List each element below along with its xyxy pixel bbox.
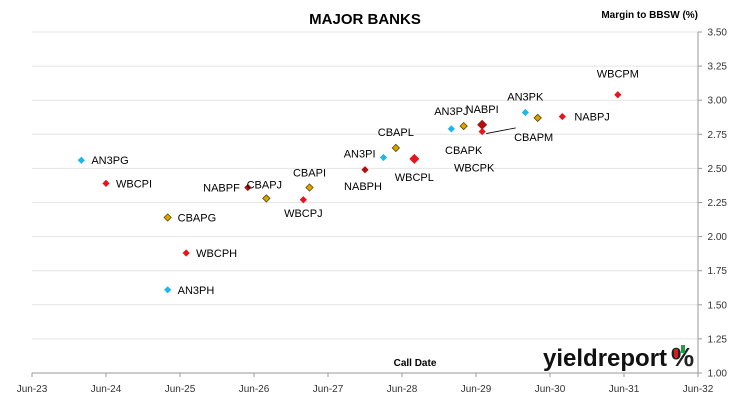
x-tick-label: Jun-26 [239, 384, 270, 395]
point-cbapm [533, 113, 542, 123]
y-tick-label: 1.50 [708, 300, 728, 311]
label-an3pk: AN3PK [507, 91, 544, 103]
y-tick-labels: 1.00 1.25 1.50 1.75 2.00 2.25 2.50 2.75 3.00 3.25… [698, 28, 727, 380]
y-tick-label: 1.75 [708, 266, 728, 277]
point-nabpi [477, 119, 488, 130]
point-cbapk [459, 121, 468, 131]
x-tick-label: Jun-31 [609, 384, 640, 395]
point-wbcpi [102, 179, 110, 188]
brand-green-accent [681, 345, 685, 353]
point-an3ph [164, 286, 172, 294]
label-an3pg: AN3PG [91, 155, 128, 167]
label-wbcpi: WBCPI [116, 178, 152, 190]
x-tick-label: Jun-28 [387, 384, 418, 395]
label-cbapl: CBAPL [378, 127, 414, 139]
label-an3pj: AN3PJ [434, 106, 468, 118]
point-cbapi [305, 183, 314, 192]
x-tick-label: Jun-29 [461, 384, 492, 395]
label-an3pi: AN3PI [344, 148, 376, 160]
x-tick-label: Jun-25 [165, 384, 196, 395]
y-tick-label: 2.50 [708, 164, 728, 175]
y-tick-label: 2.75 [708, 130, 728, 141]
point-labels: AN3PG WBCPI CBAPG WBCPH AN3PH NABPF CBAPJ WBCPJ… [91, 69, 639, 297]
point-wbcpm [614, 91, 622, 99]
point-nabph [361, 166, 369, 174]
leader-line-cbapm [486, 127, 516, 134]
y-tick-label: 1.00 [708, 369, 728, 380]
y-tick-label: 2.25 [708, 198, 728, 209]
y-tick-label: 1.25 [708, 334, 728, 345]
yieldreport-logo: yieldreport % [543, 342, 694, 372]
x-tick-label: Jun-30 [535, 384, 566, 395]
y-tick-label: 3.00 [708, 96, 728, 107]
brand-red-accent [674, 349, 678, 357]
point-an3pj [447, 125, 455, 133]
label-wbcpk: WBCPK [454, 163, 495, 175]
point-wbcpk [478, 127, 486, 136]
point-nabpf [244, 183, 252, 192]
point-an3pk [521, 108, 529, 117]
label-an3ph: AN3PH [178, 285, 215, 297]
y-tick-label: 2.00 [708, 232, 728, 243]
y-axis-title: Margin to BBSW (%) [601, 10, 698, 21]
y-tick-label: 3.50 [708, 28, 728, 39]
label-cbapk: CBAPK [445, 145, 483, 157]
x-tick-label: Jun-24 [91, 384, 122, 395]
label-wbcpj: WBCPJ [284, 208, 323, 220]
data-points [77, 91, 622, 294]
label-nabpf: NABPF [203, 182, 240, 194]
x-tick-labels: Jun-23 Jun-24 Jun-25 Jun-26 Jun-27 Jun-28 Jun-… [17, 373, 714, 395]
label-cbapi: CBAPI [293, 167, 326, 179]
label-cbapg: CBAPG [178, 213, 217, 225]
y-tick-label: 3.25 [708, 62, 728, 73]
label-nabpj: NABPJ [574, 112, 609, 124]
label-nabph: NABPH [344, 181, 382, 193]
brand-text: yieldreport [543, 345, 667, 372]
point-cbapl [391, 143, 400, 153]
point-wbcpl [409, 153, 420, 164]
point-an3pi [379, 153, 388, 162]
x-tick-label: Jun-32 [683, 384, 714, 395]
label-nabpi: NABPI [466, 104, 499, 116]
chart-title: MAJOR BANKS [309, 11, 421, 28]
x-axis-title: Call Date [394, 358, 437, 369]
x-tick-label: Jun-23 [17, 384, 48, 395]
point-wbcph [182, 249, 190, 257]
label-cbapm: CBAPM [514, 132, 553, 144]
point-cbapj [262, 194, 271, 203]
label-wbcph: WBCPH [196, 248, 237, 260]
label-wbcpm: WBCPM [597, 69, 639, 81]
point-wbcpj [299, 196, 307, 204]
point-an3pg [77, 156, 85, 164]
point-cbapg [163, 213, 172, 222]
label-wbcpl: WBCPL [395, 172, 434, 184]
point-nabpj [558, 112, 566, 121]
x-tick-label: Jun-27 [313, 384, 344, 395]
label-cbapj: CBAPJ [247, 179, 282, 191]
